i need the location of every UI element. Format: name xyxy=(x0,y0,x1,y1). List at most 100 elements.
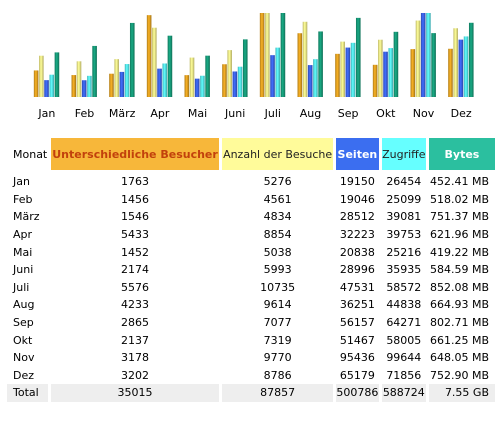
table-row: Juni 2174 5993 28996 35935 584.59 MB xyxy=(7,261,495,279)
cell-month: März xyxy=(13,210,40,224)
bar-Okt-1 xyxy=(378,39,383,97)
bar-Juni-4 xyxy=(242,39,248,97)
x-tick-label: Okt xyxy=(376,107,396,120)
cell-hits: 64271 xyxy=(386,316,422,330)
cell-unique: 2137 xyxy=(121,333,150,347)
cell-unique: 5433 xyxy=(121,228,150,242)
x-tick-label: Juli xyxy=(264,107,281,120)
cell-unique: 3202 xyxy=(121,368,150,382)
cell-hits: 58005 xyxy=(386,333,422,347)
bar-Nov-4 xyxy=(431,33,436,97)
bar-Sep-1 xyxy=(340,41,345,97)
cell-hits: 26454 xyxy=(386,175,422,189)
cell-hits: 39753 xyxy=(386,228,422,242)
table-row: Aug 4233 9614 36251 44838 664.93 MB xyxy=(7,296,495,314)
bar-Juni-3 xyxy=(237,66,243,97)
table-header-row: Monat Unterschiedliche Besucher Anzahl d… xyxy=(7,138,495,170)
cell-pages: 47531 xyxy=(339,280,375,294)
cell-unique: 1546 xyxy=(121,210,150,224)
x-tick-label: Sep xyxy=(338,107,359,120)
bar-Jan-1 xyxy=(39,55,44,97)
cell-bytes: 802.71 MB xyxy=(429,316,489,330)
x-tick-label: Juni xyxy=(224,107,245,120)
bar-Apr-4 xyxy=(167,35,173,97)
cell-unique: 2174 xyxy=(121,263,150,277)
cell-hits: 39081 xyxy=(386,210,422,224)
bar-Nov-2 xyxy=(420,13,426,97)
cell-visits: 10735 xyxy=(260,280,296,294)
bar-Aug-1 xyxy=(302,21,308,97)
bar-Juli-2 xyxy=(270,55,275,97)
bar-Feb-4 xyxy=(92,45,97,97)
bar-Feb-1 xyxy=(76,61,82,97)
bar-Juni-0 xyxy=(222,64,227,97)
bar-Aug-4 xyxy=(318,31,323,98)
bar-Feb-2 xyxy=(81,80,87,97)
bar-Mai-1 xyxy=(189,57,195,97)
bar-Mai-3 xyxy=(200,75,205,97)
cell-hits: 588724 xyxy=(381,384,426,402)
bar-Okt-4 xyxy=(393,31,399,98)
bar-Dez-3 xyxy=(463,36,469,97)
bar-Juli-1 xyxy=(265,13,270,97)
cell-bytes: 518.02 MB xyxy=(429,192,489,206)
cell-pages: 28996 xyxy=(339,263,375,277)
cell-pages: 20838 xyxy=(339,245,375,259)
header-unique-visitors: Unterschiedliche Besucher xyxy=(50,138,220,170)
bar-Feb-3 xyxy=(87,75,92,97)
cell-pages: 500786 xyxy=(336,384,379,402)
bar-Juli-3 xyxy=(275,47,281,97)
bar-Mai-0 xyxy=(184,75,190,97)
cell-hits: 25216 xyxy=(386,245,422,259)
cell-visits: 9770 xyxy=(263,351,292,365)
bar-Nov-0 xyxy=(410,49,416,97)
header-visits: Anzahl der Besuche xyxy=(222,138,334,170)
cell-unique: 3178 xyxy=(121,351,150,365)
cell-visits: 7319 xyxy=(263,333,292,347)
header-pages: Seiten xyxy=(336,138,379,170)
header-bytes: Bytes xyxy=(428,138,495,170)
table-row: Juli 5576 10735 47531 58572 852.08 MB xyxy=(7,279,495,297)
bar-Aug-3 xyxy=(313,59,318,97)
cell-visits: 5038 xyxy=(263,245,292,259)
cell-pages: 51467 xyxy=(339,333,375,347)
bar-Mai-2 xyxy=(194,78,200,97)
bar-Jan-2 xyxy=(44,80,49,97)
bar-Sep-3 xyxy=(350,42,356,97)
cell-month: Feb xyxy=(13,192,33,206)
cell-visits: 4834 xyxy=(263,210,292,224)
cell-unique: 4233 xyxy=(121,298,150,312)
cell-bytes: 7.55 GB xyxy=(428,384,495,402)
cell-hits: 35935 xyxy=(386,263,422,277)
cell-hits: 25099 xyxy=(386,192,422,206)
table-body: Jan 1763 5276 19150 26454 452.41 MB Feb 1456 456… xyxy=(7,173,495,402)
cell-visits: 7077 xyxy=(263,316,292,330)
bar-Dez-2 xyxy=(458,39,464,97)
cell-pages: 95436 xyxy=(339,351,375,365)
bar-Nov-1 xyxy=(415,20,421,97)
cell-month: Sep xyxy=(13,316,34,330)
table-row: Mai 1452 5038 20838 25216 419.22 MB xyxy=(7,243,495,261)
bar-Jan-4 xyxy=(54,52,60,97)
x-tick-label: Aug xyxy=(300,107,321,120)
table-row: März 1546 4834 28512 39081 751.37 MB xyxy=(7,208,495,226)
bar-Okt-0 xyxy=(372,64,378,97)
cell-unique: 1763 xyxy=(121,175,150,189)
cell-visits: 9614 xyxy=(263,298,292,312)
header-hits: Zugriffe xyxy=(381,138,426,170)
bar-Mai-4 xyxy=(205,55,210,97)
x-tick-label: Mai xyxy=(188,107,207,120)
cell-visits: 87857 xyxy=(222,384,334,402)
cell-pages: 36251 xyxy=(339,298,375,312)
cell-bytes: 419.22 MB xyxy=(429,245,489,259)
cell-month: Juli xyxy=(13,280,30,294)
cell-hits: 44838 xyxy=(386,298,422,312)
x-tick-label: Nov xyxy=(413,107,435,120)
cell-visits: 4561 xyxy=(263,192,292,206)
x-tick-label: Apr xyxy=(150,107,170,120)
cell-hits: 71856 xyxy=(386,368,422,382)
cell-bytes: 648.05 MB xyxy=(429,351,489,365)
bar-Aug-2 xyxy=(307,65,313,97)
table-row: Dez 3202 8786 65179 71856 752.90 MB xyxy=(7,367,495,385)
cell-month: Apr xyxy=(13,228,33,242)
